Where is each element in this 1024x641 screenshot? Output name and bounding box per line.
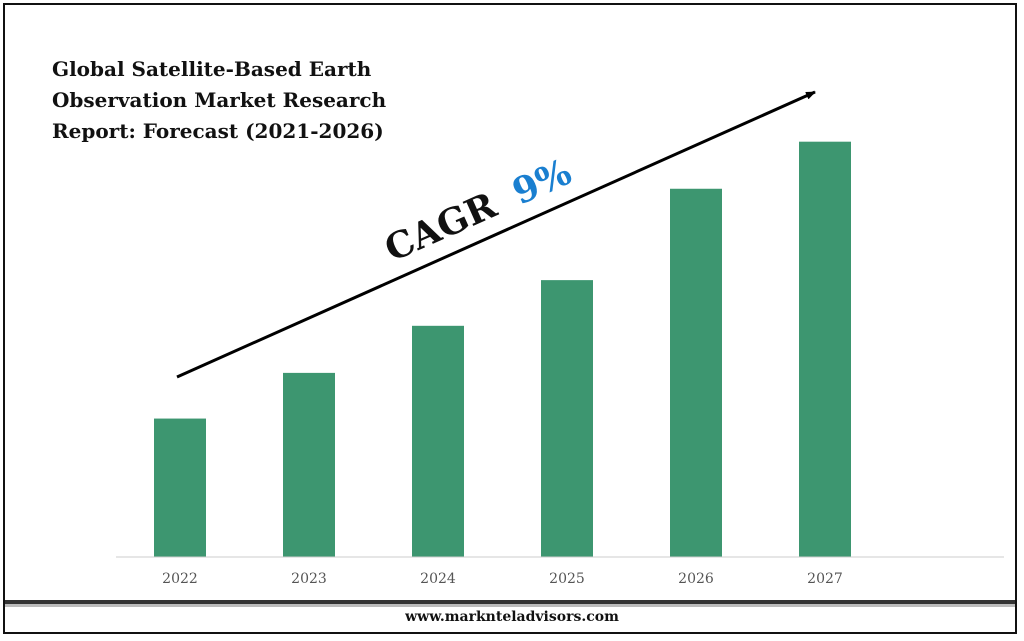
x-axis-tick-labels: 2022 2023 2024 2025 2026 2027: [162, 571, 843, 587]
footer-website: www.marknteladvisors.com: [405, 609, 619, 625]
x-tick-label-2023: 2023: [291, 571, 327, 587]
bar-2023: [283, 372, 335, 557]
trend-arrow: [176, 90, 816, 379]
chart-title-line-1: Global Satellite-Based Earth: [52, 57, 372, 81]
x-tick-label-2022: 2022: [162, 571, 198, 587]
footer-divider-shadow: [5, 604, 1015, 607]
bar-2025: [541, 280, 593, 557]
x-tick-label-2025: 2025: [549, 571, 585, 587]
x-tick-label-2024: 2024: [420, 571, 456, 587]
bar-2027: [799, 141, 851, 557]
bar-2024: [412, 325, 464, 557]
chart-title-line-2: Observation Market Research: [52, 88, 387, 112]
x-tick-label-2026: 2026: [678, 571, 714, 587]
bar-2026: [670, 188, 722, 557]
bar-series: [154, 141, 851, 557]
bar-2022: [154, 418, 206, 557]
x-tick-label-2027: 2027: [807, 571, 843, 587]
chart-title: Global Satellite-Based Earth Observation…: [52, 54, 412, 147]
footer-divider: [5, 600, 1015, 604]
chart-title-line-3: Report: Forecast (2021-2026): [52, 119, 384, 143]
cagr-prefix: CAGR: [379, 184, 504, 270]
